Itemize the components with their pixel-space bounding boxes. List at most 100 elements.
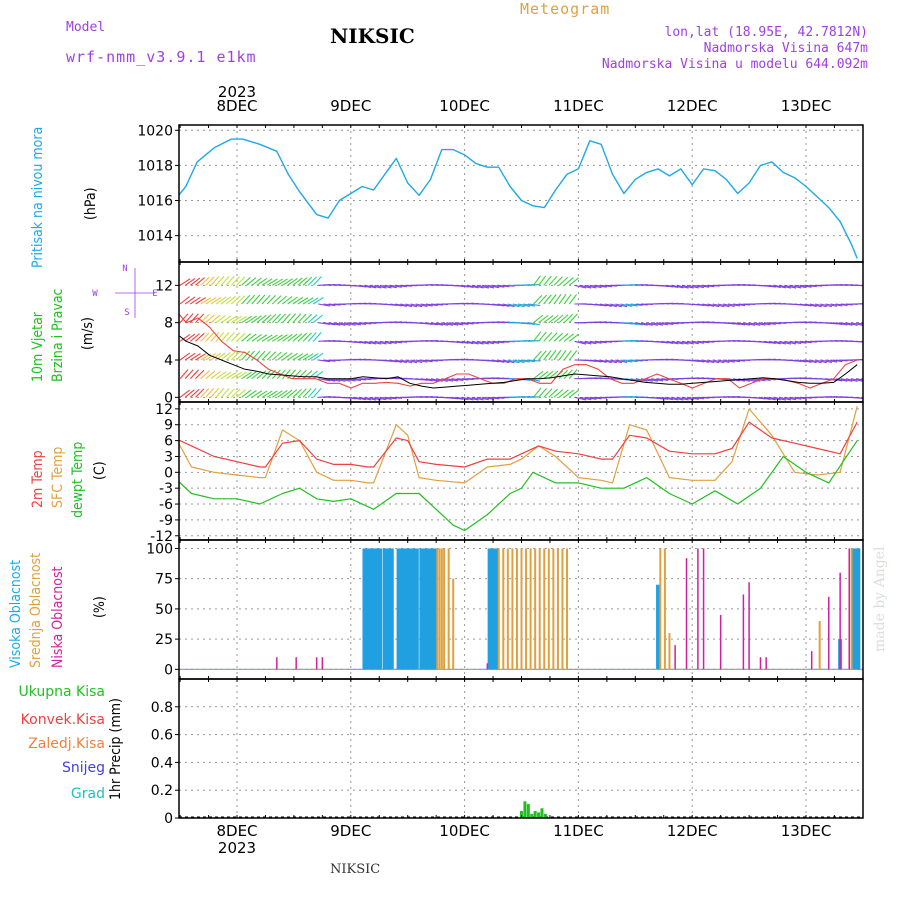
high-cloud-bar bbox=[371, 548, 376, 670]
high-cloud-bar bbox=[401, 548, 406, 670]
low-cloud-bar bbox=[719, 614, 722, 670]
low-cloud-bar bbox=[759, 657, 762, 670]
high-cloud-bar bbox=[373, 548, 378, 670]
high-cloud-bar bbox=[405, 548, 410, 670]
y-tick-label: 12 bbox=[155, 278, 173, 294]
low-cloud-bar bbox=[315, 657, 318, 670]
date-label-bottom: 8DEC bbox=[216, 822, 257, 840]
precip-bar bbox=[523, 801, 527, 818]
mid-cloud-bar bbox=[543, 548, 546, 670]
year-label-bottom: 2023 bbox=[218, 839, 256, 857]
high-cloud-bar bbox=[369, 548, 374, 670]
high-cloud-bar bbox=[364, 548, 369, 670]
high-cloud-bar bbox=[376, 548, 381, 670]
model-label: Model bbox=[66, 20, 106, 35]
temp-2m-line bbox=[179, 421, 858, 468]
product-title: Meteogram bbox=[520, 0, 611, 18]
high-cloud-bar bbox=[856, 548, 861, 670]
date-label-bottom: 11DEC bbox=[553, 822, 604, 840]
compass-w: W bbox=[92, 289, 98, 299]
high-cloud-bar bbox=[387, 548, 392, 670]
mid-cloud-bar bbox=[668, 633, 671, 670]
high-cloud-bar bbox=[494, 548, 499, 670]
mid-cloud-bar bbox=[443, 548, 446, 670]
y-tick-label: -6 bbox=[159, 497, 173, 513]
legend-snow: Snijeg bbox=[61, 760, 105, 776]
precip-bar bbox=[540, 808, 544, 818]
high-cloud-bar bbox=[426, 548, 431, 670]
y-tick-label: 50 bbox=[155, 602, 173, 618]
mid-cloud-bar bbox=[663, 548, 666, 670]
high-cloud-bar bbox=[396, 548, 401, 670]
mid-cloud-bar bbox=[566, 548, 569, 670]
legend-conv-rain: Konvek.Kisa bbox=[20, 712, 105, 728]
mid-cloud-bar bbox=[529, 548, 532, 670]
low-cloud-bar bbox=[321, 657, 324, 670]
mid-cloud-bar bbox=[506, 548, 509, 670]
precip-bar bbox=[543, 813, 547, 818]
low-cloud-bar bbox=[848, 548, 850, 670]
y-tick-label: 6 bbox=[164, 434, 173, 450]
wind-speed-line-black bbox=[179, 334, 858, 389]
y-tick-label: 0 bbox=[164, 390, 173, 406]
mid-cloud-bar bbox=[538, 548, 541, 670]
precip-bar bbox=[520, 811, 523, 818]
model-altitude-label: Nadmorska Visina u modelu 644.092m bbox=[601, 57, 868, 72]
y-tick-label: 0 bbox=[164, 662, 173, 678]
altitude-label: Nadmorska Visina 647m bbox=[703, 41, 868, 56]
y-tick-label: 1020 bbox=[137, 123, 173, 139]
high-cloud-bar bbox=[423, 548, 428, 670]
high-cloud-bar bbox=[414, 548, 419, 670]
high-cloud-bar bbox=[421, 548, 426, 670]
low-cloud-bar bbox=[697, 548, 699, 670]
mid-cloud-bar bbox=[440, 548, 443, 670]
legend-total-rain: Ukupna Kisa bbox=[18, 684, 105, 700]
dewpt-temp-line bbox=[179, 440, 858, 532]
panel-frame-pressure bbox=[178, 124, 864, 263]
date-label-top: 13DEC bbox=[781, 97, 832, 115]
high-cloud-bar bbox=[398, 548, 403, 670]
high-cloud-bar bbox=[487, 548, 492, 670]
wind-barbs bbox=[179, 275, 863, 401]
precip-bar bbox=[530, 813, 534, 818]
compass-n: N bbox=[122, 264, 127, 274]
mid-cloud-bar bbox=[659, 548, 662, 670]
high-cloud-bar bbox=[433, 548, 438, 670]
y-tick-label: -12 bbox=[150, 529, 173, 545]
model-name: wrf-nmm_v3.9.1 e1km bbox=[66, 48, 257, 66]
y-tick-label: 1018 bbox=[137, 158, 173, 174]
low-cloud-bar bbox=[674, 645, 676, 670]
mid-cloud-bar bbox=[547, 548, 550, 670]
mid-cloud-bar bbox=[436, 548, 439, 670]
y-tick-label: 0.8 bbox=[151, 700, 173, 716]
high-cloud-bar bbox=[389, 548, 394, 670]
mid-cloud-bar bbox=[561, 548, 564, 670]
compass-e: E bbox=[152, 289, 157, 299]
mid-cloud-bar bbox=[515, 548, 518, 670]
y-tick-label: -9 bbox=[159, 513, 173, 529]
low-cloud-bar bbox=[295, 657, 297, 670]
high-cloud-bar bbox=[489, 548, 494, 670]
mid-cloud-bar bbox=[534, 548, 537, 670]
date-label-bottom: 10DEC bbox=[439, 822, 490, 840]
mid-cloud-bar bbox=[438, 548, 441, 670]
high-cloud-bar bbox=[410, 548, 415, 670]
high-cloud-bar bbox=[382, 548, 387, 670]
panel-frame-precip bbox=[178, 678, 864, 819]
y-tick-label: 0.2 bbox=[151, 783, 173, 799]
y-tick-label: 3 bbox=[164, 449, 173, 465]
compass-s: S bbox=[124, 308, 129, 318]
mid-cloud-bar bbox=[552, 548, 555, 670]
high-cloud-bar bbox=[854, 548, 859, 670]
low-cloud-bar bbox=[486, 663, 489, 670]
high-cloud-bar bbox=[367, 548, 372, 670]
pressure-line bbox=[179, 138, 858, 259]
sfc-temp-line bbox=[179, 406, 858, 484]
mid-cloud-bar bbox=[850, 548, 853, 670]
date-label-top: 8DEC bbox=[216, 97, 257, 115]
mid-cloud-bar bbox=[520, 548, 523, 670]
high-cloud-bar bbox=[851, 548, 856, 670]
high-cloud-bar bbox=[656, 584, 661, 670]
mid-cloud-bar bbox=[502, 548, 505, 670]
